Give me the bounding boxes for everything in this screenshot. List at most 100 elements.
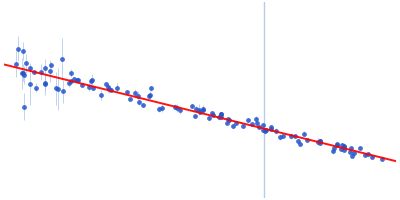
- Point: [20, 71, 26, 74]
- Point: [200, 107, 206, 110]
- Point: [98, 93, 104, 97]
- Point: [47, 69, 53, 73]
- Point: [174, 106, 180, 109]
- Point: [15, 47, 21, 50]
- Point: [341, 149, 347, 152]
- Point: [196, 108, 202, 111]
- Point: [90, 86, 96, 89]
- Point: [60, 90, 66, 93]
- Point: [189, 105, 196, 108]
- Point: [106, 88, 112, 91]
- Point: [70, 77, 77, 80]
- Point: [317, 141, 324, 145]
- Point: [339, 144, 346, 147]
- Point: [136, 100, 142, 103]
- Point: [218, 112, 224, 115]
- Point: [21, 73, 28, 77]
- Point: [156, 108, 162, 111]
- Point: [108, 88, 114, 92]
- Point: [216, 116, 222, 119]
- Point: [54, 87, 61, 91]
- Point: [304, 138, 310, 141]
- Point: [225, 118, 231, 121]
- Point: [365, 153, 372, 156]
- Point: [334, 143, 340, 146]
- Point: [256, 126, 262, 129]
- Point: [74, 78, 80, 82]
- Point: [148, 87, 154, 90]
- Point: [33, 86, 40, 89]
- Point: [252, 118, 259, 121]
- Point: [205, 116, 212, 119]
- Point: [218, 116, 224, 119]
- Point: [13, 62, 20, 65]
- Point: [379, 157, 386, 160]
- Point: [218, 112, 224, 116]
- Point: [146, 95, 152, 98]
- Point: [262, 130, 268, 133]
- Point: [297, 142, 303, 145]
- Point: [300, 132, 307, 135]
- Point: [22, 62, 29, 65]
- Point: [20, 50, 26, 53]
- Point: [348, 147, 354, 150]
- Point: [248, 122, 255, 126]
- Point: [330, 150, 336, 153]
- Point: [68, 72, 74, 75]
- Point: [351, 151, 358, 155]
- Point: [357, 146, 364, 149]
- Point: [334, 144, 340, 147]
- Point: [362, 153, 368, 156]
- Point: [346, 150, 353, 153]
- Point: [341, 144, 347, 147]
- Point: [147, 93, 153, 97]
- Point: [331, 146, 337, 149]
- Point: [42, 81, 48, 84]
- Point: [209, 111, 215, 115]
- Point: [191, 114, 198, 117]
- Point: [254, 121, 260, 124]
- Point: [105, 86, 111, 89]
- Point: [240, 124, 246, 128]
- Point: [30, 70, 37, 74]
- Point: [38, 71, 44, 74]
- Point: [19, 72, 25, 75]
- Point: [349, 154, 355, 157]
- Point: [316, 140, 323, 143]
- Point: [338, 148, 344, 151]
- Point: [159, 106, 166, 109]
- Point: [263, 129, 269, 132]
- Point: [59, 57, 65, 61]
- Point: [229, 125, 236, 128]
- Point: [78, 84, 85, 87]
- Point: [245, 118, 251, 122]
- Point: [341, 146, 348, 149]
- Point: [193, 107, 200, 110]
- Point: [292, 135, 298, 138]
- Point: [210, 114, 216, 117]
- Point: [88, 80, 94, 83]
- Point: [132, 92, 138, 95]
- Point: [42, 82, 48, 85]
- Point: [280, 134, 286, 137]
- Point: [27, 83, 34, 86]
- Point: [86, 85, 92, 89]
- Point: [273, 129, 280, 132]
- Point: [226, 118, 232, 122]
- Point: [177, 108, 183, 112]
- Point: [315, 140, 321, 143]
- Point: [114, 86, 120, 89]
- Point: [172, 105, 178, 108]
- Point: [294, 139, 301, 142]
- Point: [66, 81, 72, 84]
- Point: [126, 97, 133, 100]
- Point: [42, 66, 48, 69]
- Point: [197, 110, 204, 113]
- Point: [268, 126, 274, 129]
- Point: [68, 79, 74, 83]
- Point: [260, 124, 266, 127]
- Point: [288, 134, 294, 138]
- Point: [369, 155, 376, 158]
- Point: [48, 64, 54, 67]
- Point: [277, 135, 284, 138]
